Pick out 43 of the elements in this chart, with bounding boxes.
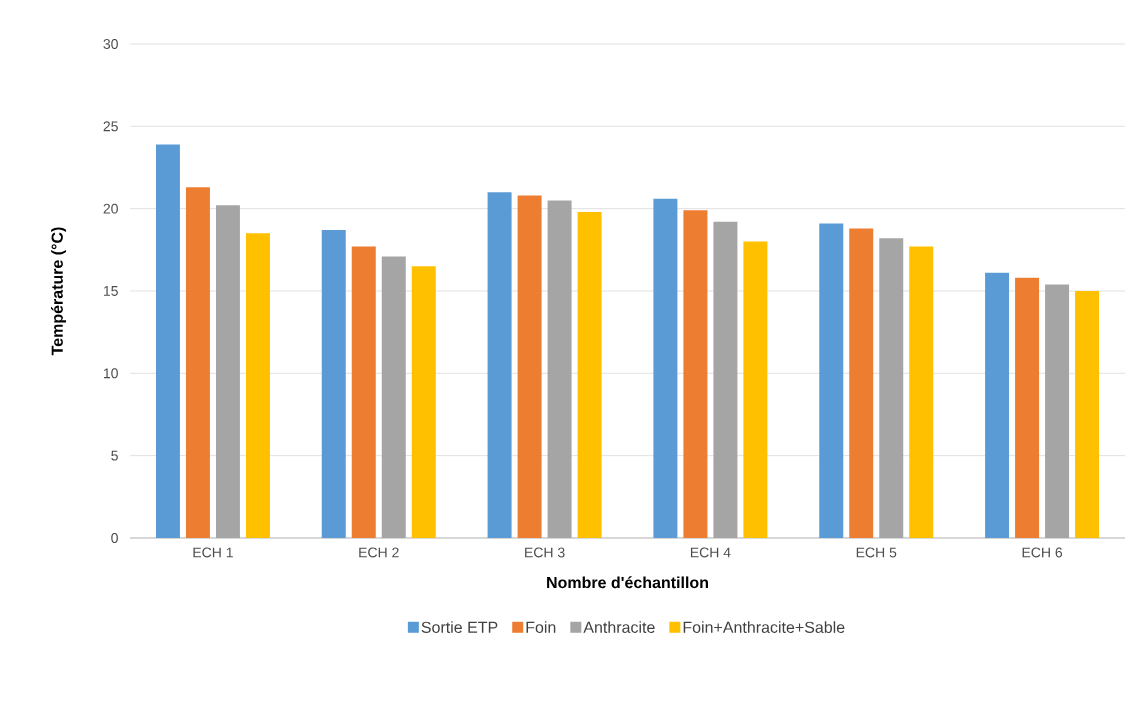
bar — [321, 230, 346, 538]
y-tick-label: 20 — [103, 203, 118, 214]
bar — [879, 238, 904, 538]
bar — [487, 192, 512, 538]
bar — [849, 228, 874, 538]
legend-label: Sortie ETP — [421, 621, 498, 633]
bar — [985, 272, 1010, 538]
bar — [743, 241, 768, 538]
bar — [909, 246, 934, 538]
x-tick-label: ECH 6 — [1022, 547, 1063, 558]
bar — [155, 144, 180, 538]
bar — [381, 256, 406, 538]
bar — [215, 205, 240, 538]
x-tick-label: ECH 3 — [525, 547, 565, 558]
bar — [577, 211, 602, 538]
bar — [683, 210, 708, 538]
legend-label: Anthracite — [583, 621, 655, 633]
legend-label: Foin+Anthracite+Sable — [683, 621, 845, 633]
bar — [1015, 277, 1040, 538]
bar — [653, 198, 678, 538]
bar — [819, 223, 844, 538]
x-tick-label: ECH 4 — [690, 547, 731, 558]
x-tick-label: ECH 5 — [856, 547, 897, 558]
y-tick-label: 10 — [103, 368, 118, 379]
legend-label: Foin — [526, 621, 556, 633]
x-tick-label: ECH 2 — [359, 547, 399, 558]
y-tick-label: 30 — [103, 39, 118, 49]
bar — [547, 200, 572, 538]
bar — [713, 221, 738, 538]
bar — [517, 195, 542, 538]
y-tick-label: 5 — [111, 450, 118, 461]
bar — [351, 246, 376, 538]
y-tick-label: 25 — [103, 121, 118, 132]
bar — [1075, 290, 1100, 538]
y-axis-title: Température (°C) — [50, 227, 67, 356]
x-tick-label: ECH 1 — [193, 547, 233, 558]
bar — [1045, 284, 1070, 538]
y-tick-label: 0 — [111, 533, 118, 543]
bar — [245, 233, 270, 538]
y-tick-label: 15 — [103, 286, 118, 296]
bar — [411, 266, 436, 538]
bar — [185, 187, 210, 538]
x-axis-title: Nombre d'échantillon — [547, 576, 708, 589]
